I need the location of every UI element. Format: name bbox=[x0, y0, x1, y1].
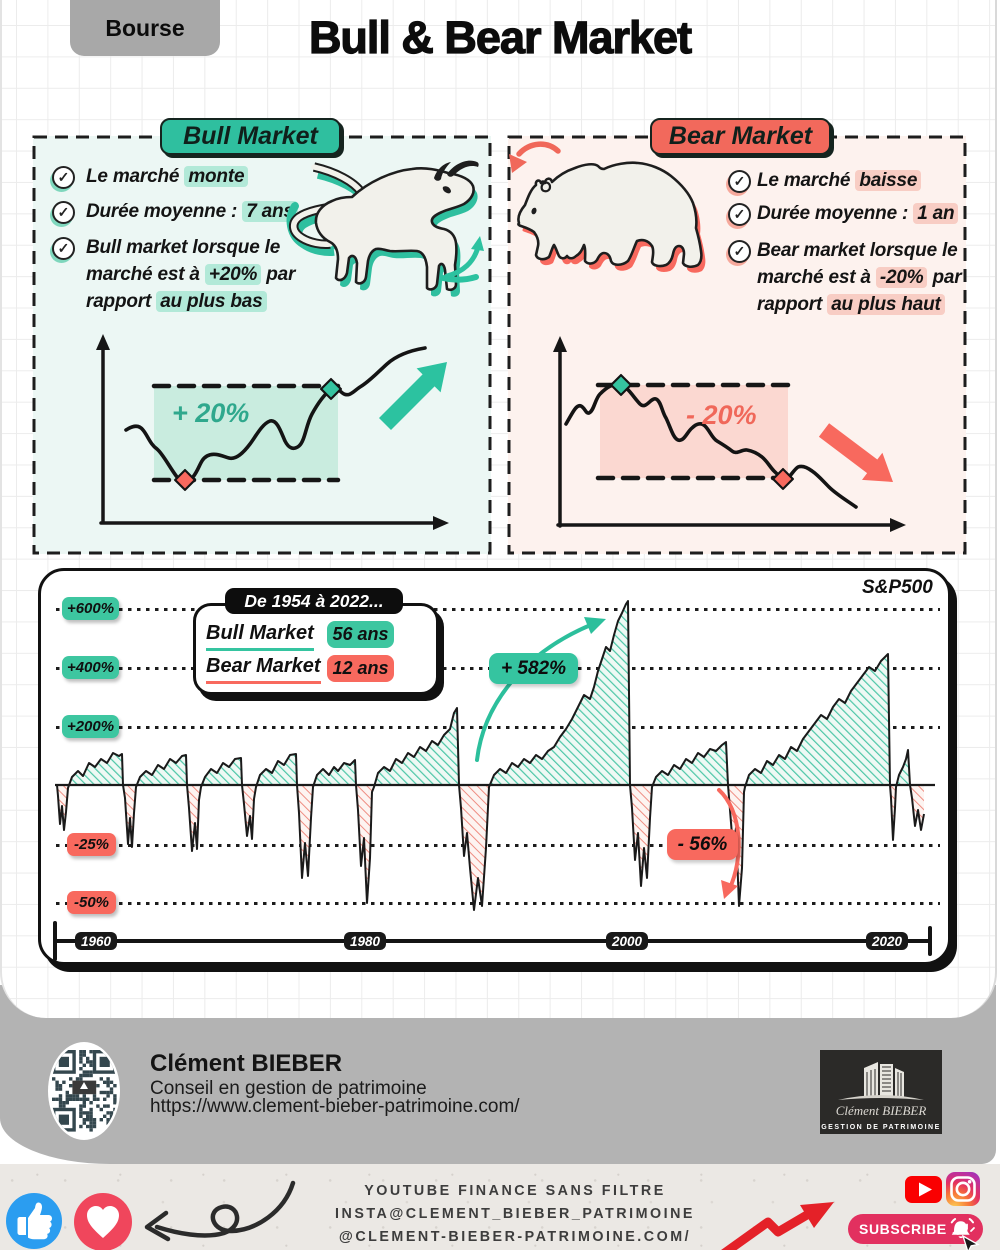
svg-text:+ 20%: + 20% bbox=[172, 398, 249, 428]
svg-text:Clément BIEBER: Clément BIEBER bbox=[836, 1103, 927, 1118]
svg-text:- 20%: - 20% bbox=[686, 400, 757, 430]
svg-text:SUBSCRIBE: SUBSCRIBE bbox=[859, 1221, 947, 1237]
svg-text:GESTION DE PATRIMOINE: GESTION DE PATRIMOINE bbox=[821, 1124, 941, 1131]
